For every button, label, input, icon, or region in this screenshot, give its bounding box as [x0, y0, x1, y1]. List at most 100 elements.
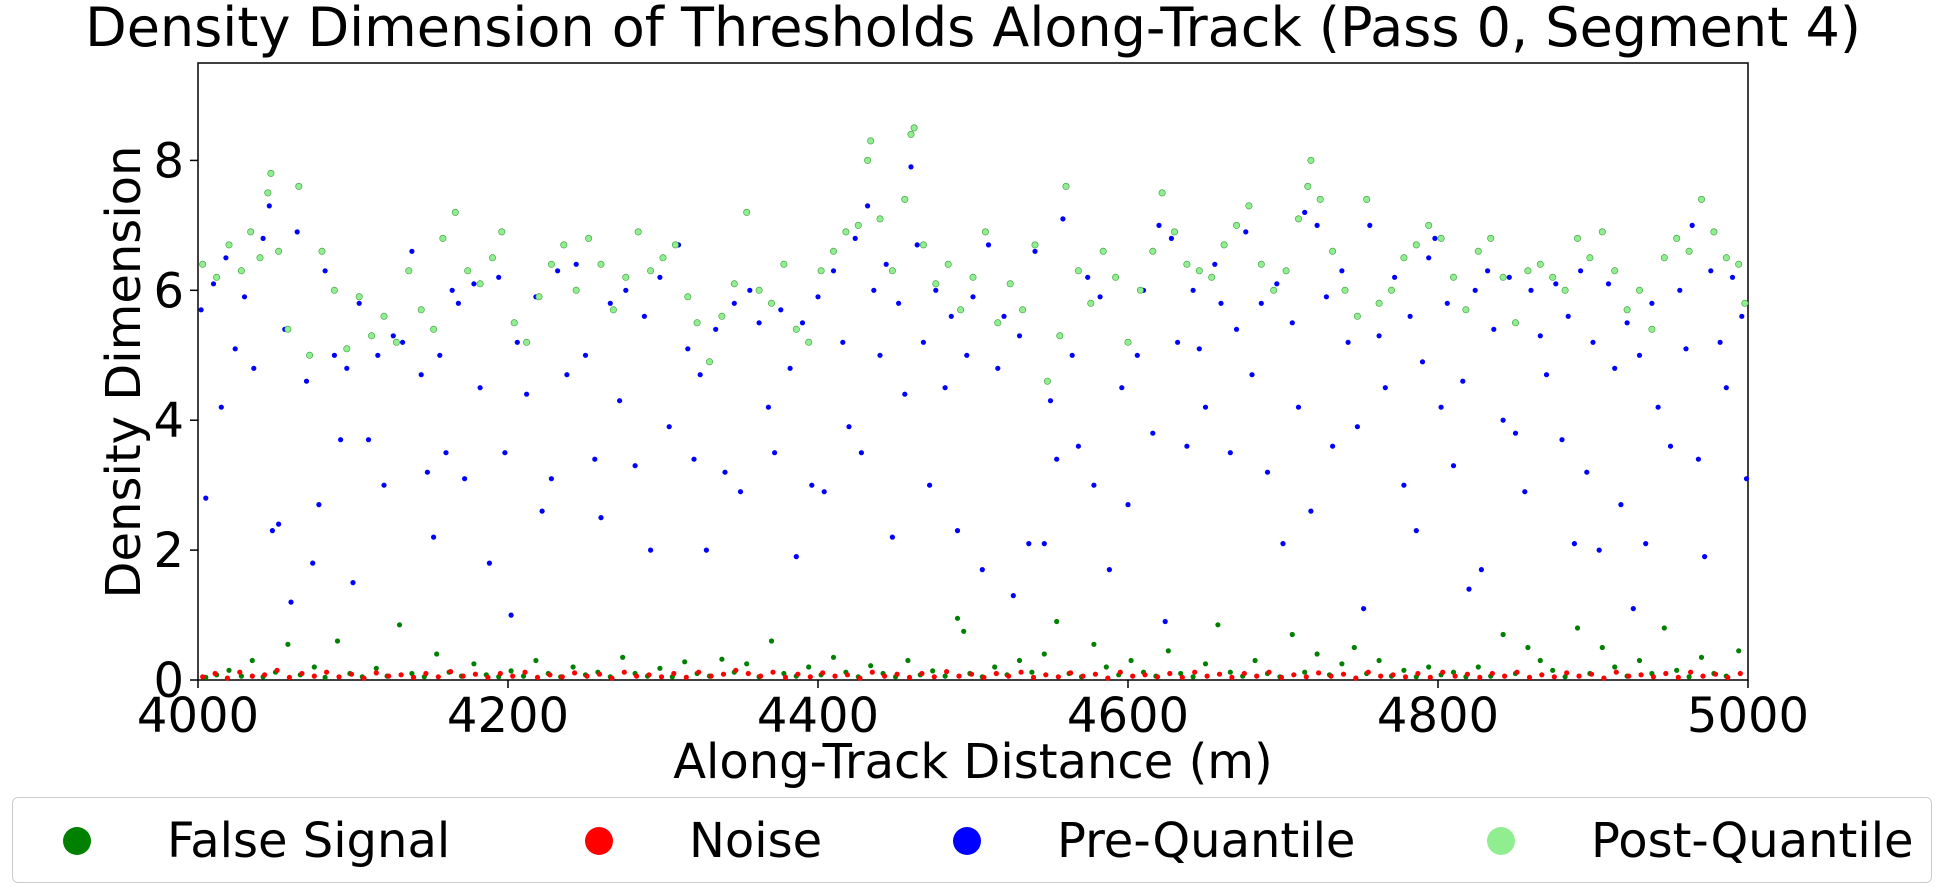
x-tick-label: 4600	[1067, 688, 1189, 744]
point-false-signal	[1599, 644, 1605, 651]
point-pre-quantile	[1091, 482, 1097, 488]
point-pre-quantile	[896, 300, 902, 306]
legend-item-false-signal: False Signal	[63, 798, 450, 884]
y-tick-label: 4	[153, 393, 184, 449]
point-post-quantile	[464, 267, 472, 275]
point-pre-quantile	[623, 287, 629, 293]
point-post-quantile	[275, 247, 283, 255]
point-noise	[212, 670, 218, 677]
point-noise	[324, 669, 330, 675]
point-post-quantile	[1270, 286, 1278, 294]
x-tick-label: 4800	[1377, 688, 1499, 744]
point-noise	[435, 674, 441, 680]
point-pre-quantile	[1196, 346, 1202, 352]
point-false-signal	[1736, 648, 1742, 654]
point-pre-quantile	[294, 229, 300, 235]
point-post-quantile	[1136, 286, 1144, 294]
point-post-quantile	[264, 189, 272, 197]
point-pre-quantile	[927, 482, 933, 488]
point-false-signal	[1091, 641, 1097, 647]
point-false-signal	[1636, 657, 1643, 664]
legend-marker-noise	[585, 827, 613, 855]
point-noise	[1477, 674, 1483, 681]
point-pre-quantile	[1119, 385, 1125, 391]
point-false-signal	[1314, 651, 1320, 657]
point-noise	[770, 669, 776, 675]
point-pre-quantile	[1125, 502, 1131, 508]
legend: False Signal Noise Pre-Quantile Post-Qua…	[12, 797, 1932, 883]
point-post-quantile	[671, 241, 679, 249]
legend-label-pre-quantile: Pre-Quantile	[1057, 813, 1356, 869]
legend-label-false-signal: False Signal	[167, 813, 451, 869]
point-noise	[336, 674, 342, 680]
point-post-quantile	[957, 306, 965, 314]
point-false-signal	[334, 638, 341, 644]
point-false-signal	[1562, 674, 1568, 680]
point-noise	[559, 674, 565, 680]
point-noise	[1030, 674, 1037, 681]
point-false-signal	[238, 673, 244, 679]
point-post-quantile	[488, 254, 496, 262]
point-pre-quantile	[1392, 274, 1398, 280]
point-pre-quantile	[316, 502, 322, 508]
point-false-signal	[1574, 625, 1581, 631]
point-noise	[1167, 670, 1173, 677]
point-pre-quantile	[1571, 541, 1577, 547]
point-false-signal	[1302, 669, 1308, 675]
point-noise	[1328, 673, 1334, 679]
point-pre-quantile	[400, 339, 406, 345]
point-pre-quantile	[455, 300, 461, 306]
point-pre-quantile	[555, 268, 561, 274]
point-post-quantile	[944, 260, 952, 268]
point-pre-quantile	[1264, 469, 1271, 475]
point-noise	[1737, 670, 1743, 677]
point-pre-quantile	[269, 528, 275, 534]
point-post-quantile	[380, 312, 388, 320]
point-pre-quantile	[772, 450, 778, 456]
point-pre-quantile	[1041, 541, 1047, 547]
point-noise	[869, 669, 875, 675]
point-noise	[1018, 669, 1024, 675]
point-post-quantile	[1329, 247, 1337, 255]
point-pre-quantile	[241, 294, 248, 300]
point-pre-quantile	[1295, 404, 1302, 410]
point-post-quantile	[1412, 241, 1420, 249]
point-post-quantile	[510, 319, 518, 327]
point-post-quantile	[1673, 234, 1681, 242]
point-pre-quantile	[496, 274, 502, 280]
point-false-signal	[620, 654, 626, 660]
point-pre-quantile	[1643, 541, 1649, 547]
point-pre-quantile	[648, 547, 654, 553]
point-noise	[361, 675, 367, 681]
point-false-signal	[373, 665, 379, 671]
legend-item-noise: Noise	[585, 798, 822, 884]
point-post-quantile	[392, 338, 400, 346]
point-pre-quantile	[1667, 443, 1674, 449]
point-pre-quantile	[449, 287, 455, 293]
point-pre-quantile	[548, 476, 555, 482]
point-noise	[386, 673, 392, 679]
point-post-quantile	[1499, 273, 1507, 281]
point-noise	[249, 673, 255, 679]
point-post-quantile	[535, 293, 543, 301]
point-post-quantile	[237, 267, 245, 275]
point-noise	[510, 673, 516, 679]
point-pre-quantile	[1624, 320, 1630, 326]
point-noise	[1502, 673, 1508, 679]
point-pre-quantile	[322, 268, 328, 274]
point-pre-quantile	[865, 203, 871, 209]
legend-label-noise: Noise	[689, 813, 823, 869]
point-pre-quantile	[218, 404, 224, 410]
point-noise	[1390, 672, 1396, 678]
point-pre-quantile	[1578, 268, 1584, 274]
point-post-quantile	[1233, 221, 1241, 229]
point-pre-quantile	[1702, 554, 1708, 560]
point-post-quantile	[318, 247, 326, 255]
point-false-signal	[1103, 664, 1109, 670]
point-pre-quantile	[1419, 359, 1426, 365]
point-noise	[373, 670, 379, 676]
point-pre-quantile	[1401, 482, 1407, 488]
point-pre-quantile	[1438, 404, 1444, 410]
point-pre-quantile	[1339, 268, 1345, 274]
point-post-quantile	[969, 273, 977, 281]
